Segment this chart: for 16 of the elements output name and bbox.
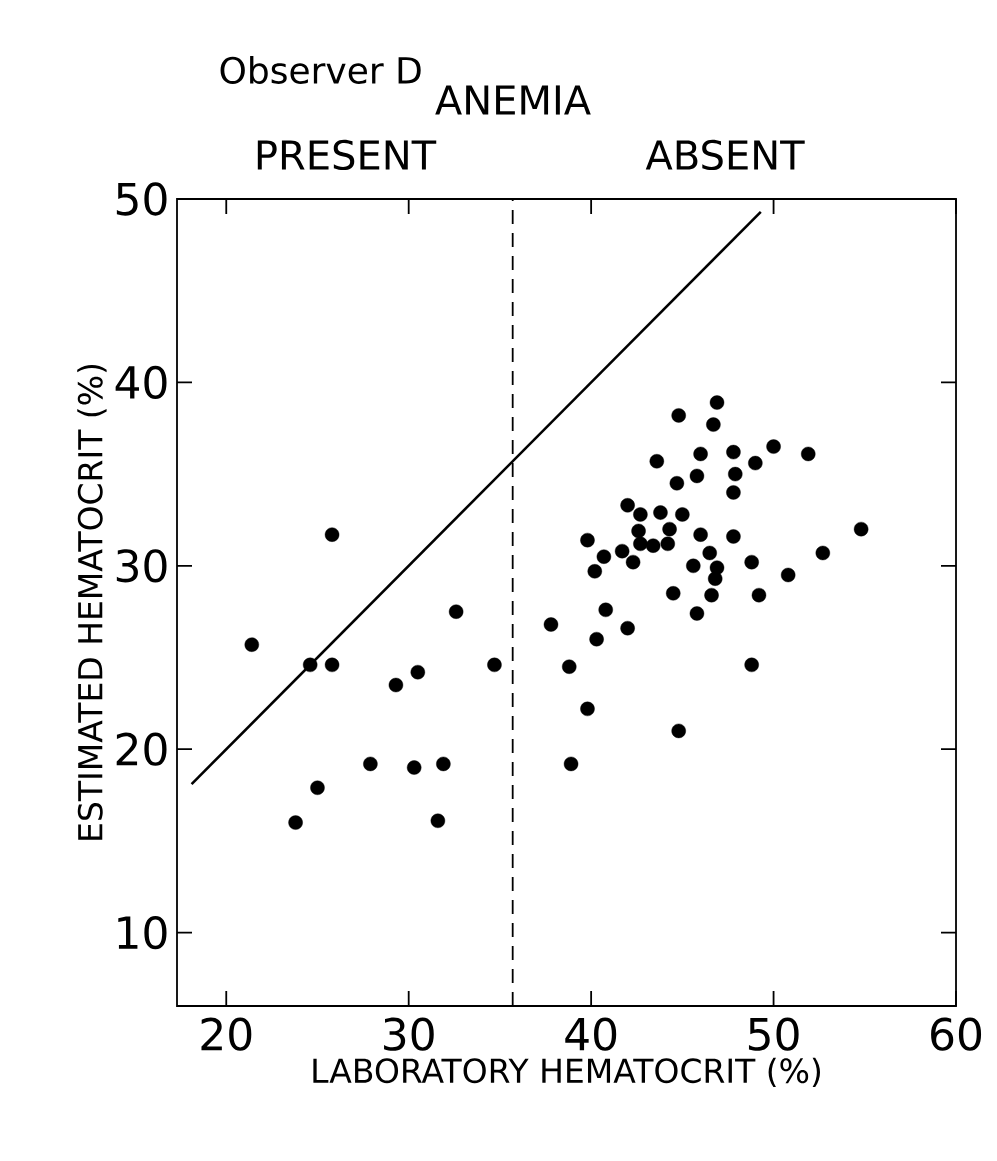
chart-title: Observer D (220, 56, 421, 84)
text: ABSENT (645, 139, 805, 171)
x-axis-title: LABORATORY HEMATOCRIT (%) (313, 1057, 821, 1088)
y-axis-title: ESTIMATED HEMATOCRIT (%) (77, 364, 107, 840)
y-tick-label: 30 (116, 549, 167, 583)
x-tick-label: 60 (931, 1017, 982, 1051)
x-tick-label: 50 (748, 1017, 799, 1051)
x-tick-label: 20 (201, 1017, 252, 1051)
x-tick-label: 40 (565, 1017, 617, 1051)
y-tick-label: 10 (118, 916, 167, 950)
y-tick-label: 40 (115, 365, 167, 400)
text: PRESENT (257, 139, 437, 171)
x-tick-label: 30 (384, 1017, 434, 1051)
y-tick-label: 50 (116, 182, 167, 216)
y-tick-label: 20 (116, 732, 167, 766)
text: ANEMIA (435, 85, 591, 115)
